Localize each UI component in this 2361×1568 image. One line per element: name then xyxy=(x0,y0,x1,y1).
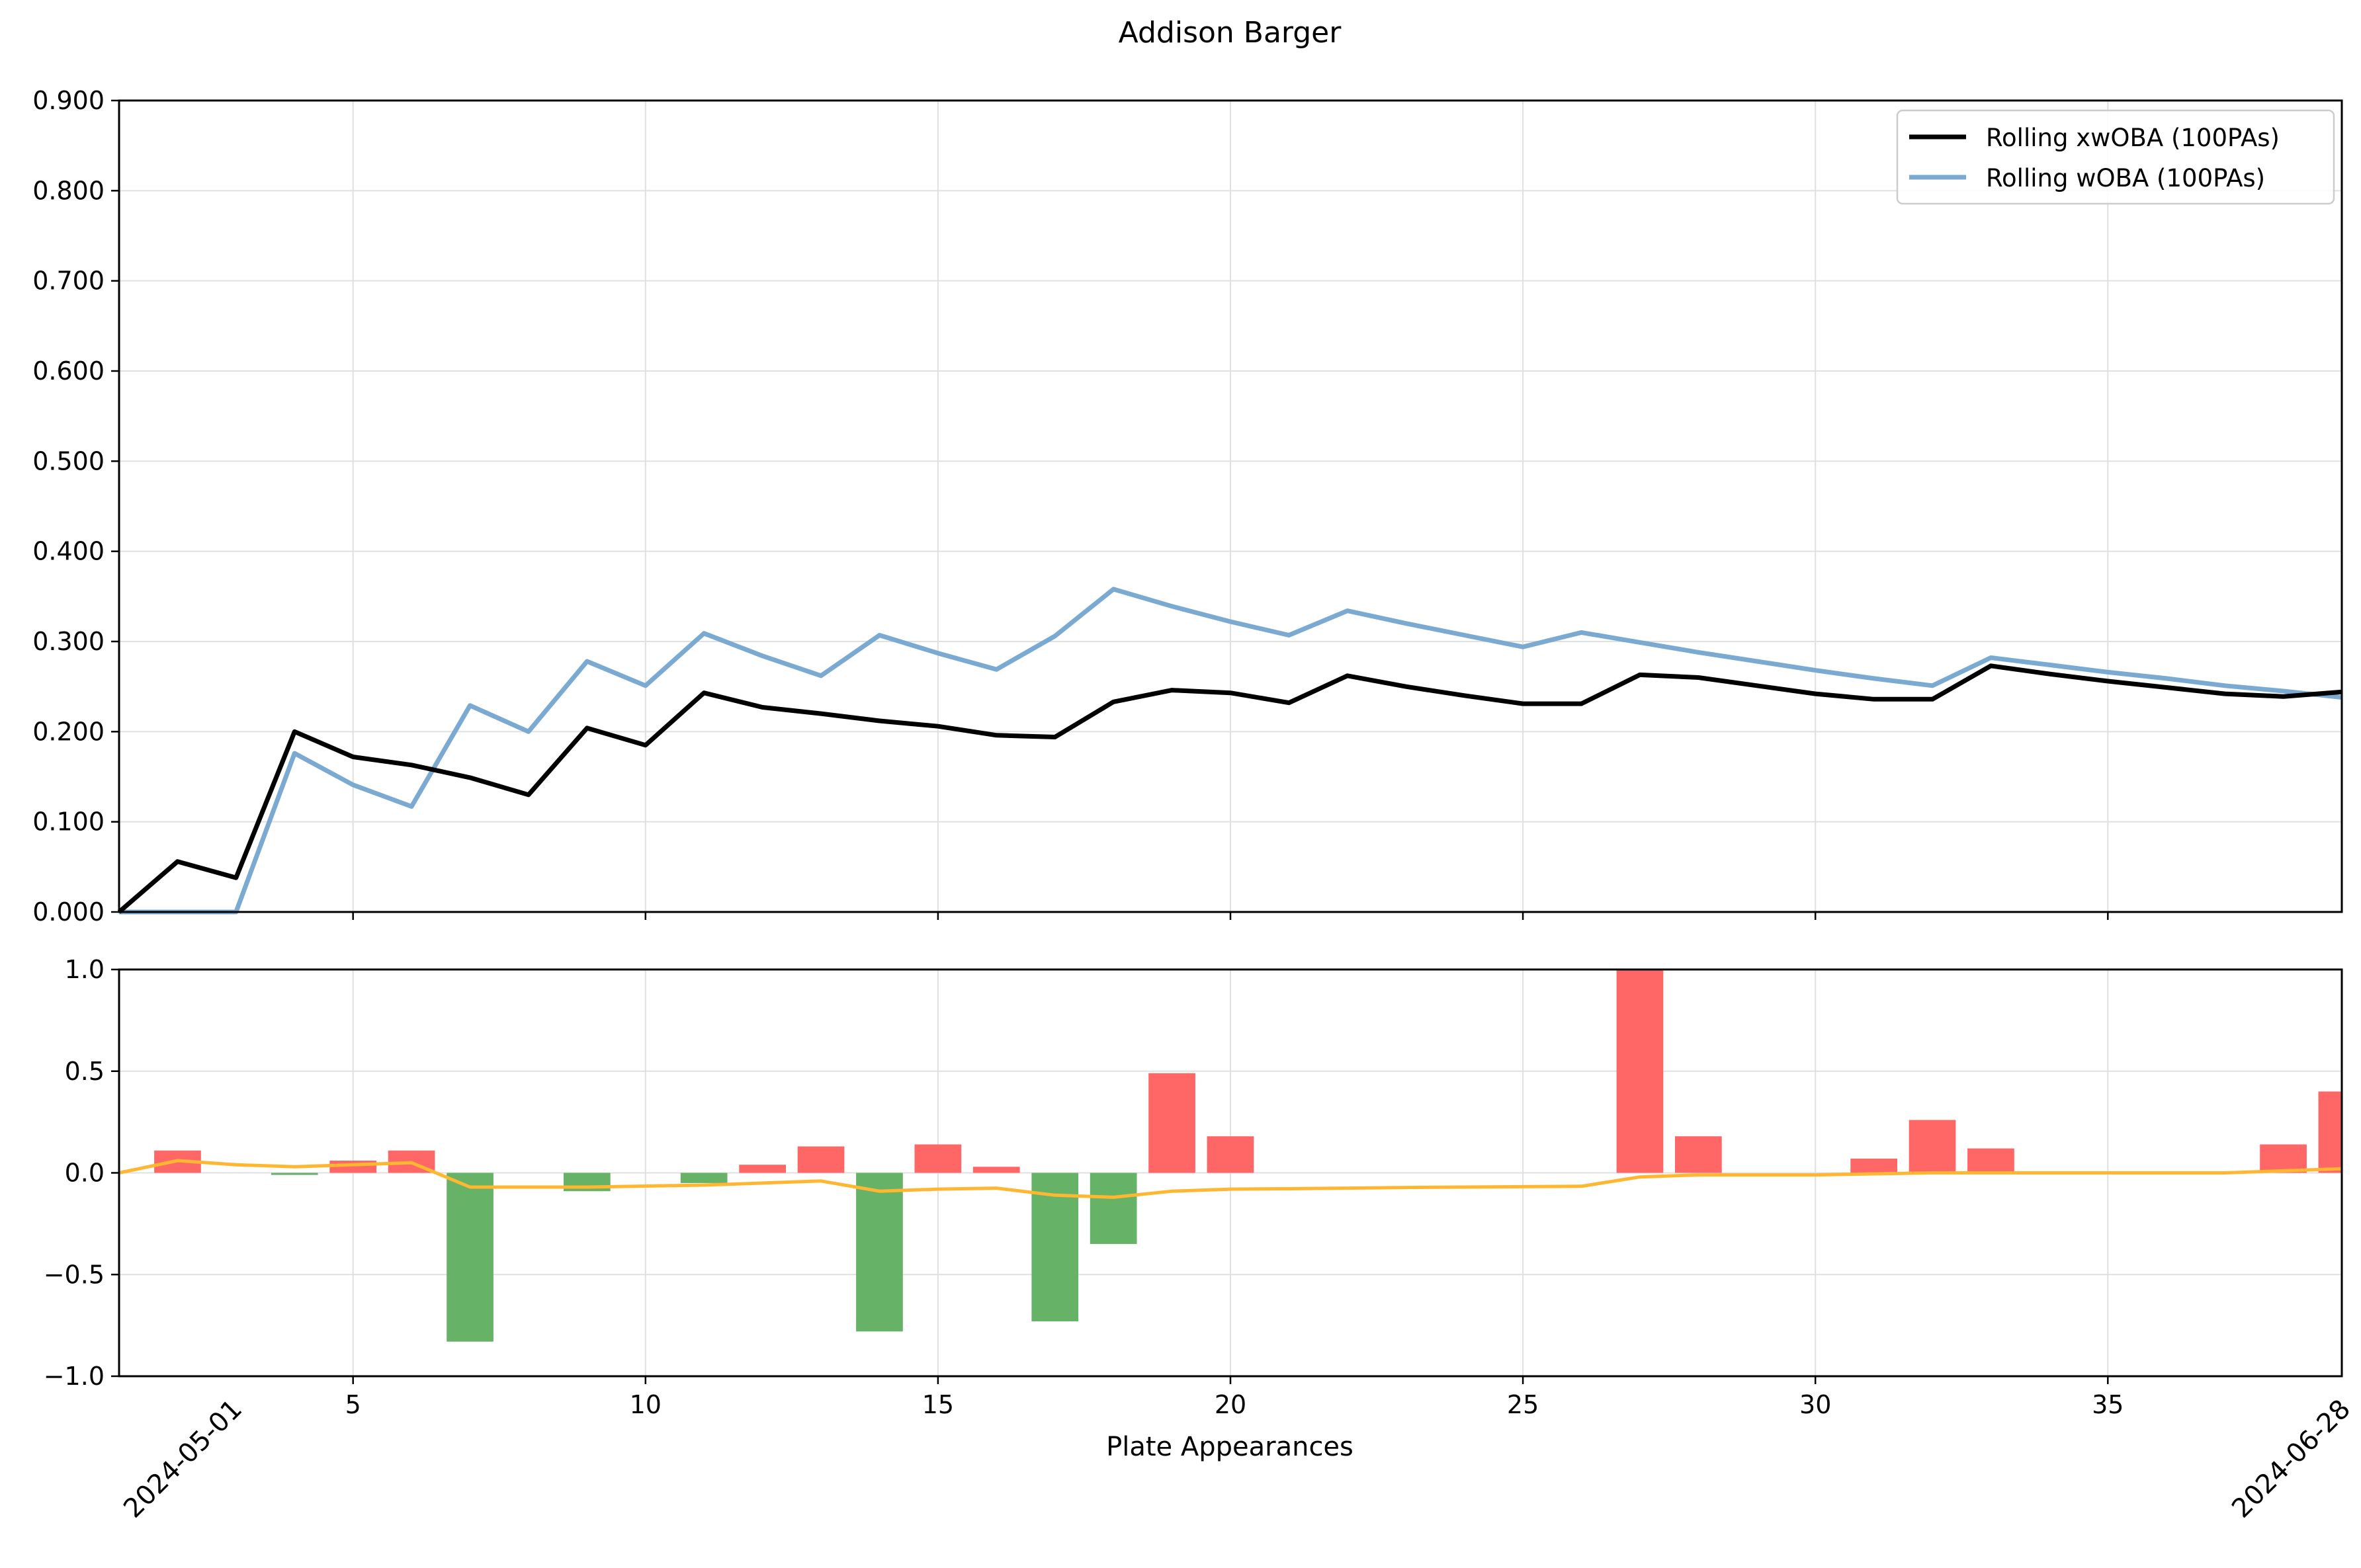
bottom-x-tick-label: 5 xyxy=(345,1390,361,1419)
legend-box xyxy=(1896,109,2335,205)
bar-positive xyxy=(1616,970,1664,1173)
top-y-tick-label: 0.000 xyxy=(32,897,105,927)
bottom-y-tick-label: 1.0 xyxy=(65,955,105,984)
series-line-xwoba xyxy=(117,663,2342,914)
bar-positive xyxy=(1675,1136,1722,1173)
bottom-panel-difference: −1.0 −0.5 0.0 0.5 1.0 5 10 15 20 25 30 35 Plate Ap… xyxy=(44,955,2343,1462)
bottom-plot-frame xyxy=(118,968,2343,1378)
bar-positive xyxy=(1148,1073,1195,1173)
bottom-bars xyxy=(154,970,2342,1342)
top-y-tick-label: 0.900 xyxy=(32,86,105,115)
top-y-tick-label: 0.100 xyxy=(32,807,105,837)
top-y-tick-label: 0.200 xyxy=(32,717,105,746)
bar-positive xyxy=(972,1167,1020,1173)
top-series-lines xyxy=(117,587,2342,915)
bottom-x-axis-ticks: 5 10 15 20 25 30 35 xyxy=(345,1376,2124,1419)
bottom-y-tick-label: 0.5 xyxy=(65,1057,105,1086)
bottom-y-axis-ticks: −1.0 −0.5 0.0 0.5 1.0 xyxy=(44,955,119,1391)
top-y-axis-ticks: 0.000 0.100 0.200 0.300 0.400 0.500 0.600 0.700… xyxy=(32,86,119,927)
bar-positive xyxy=(1909,1120,1956,1173)
bar-negative xyxy=(680,1173,728,1183)
bottom-x-tick-label: 25 xyxy=(1507,1390,1539,1419)
bar-positive xyxy=(739,1165,786,1173)
bottom-x-tick-label: 30 xyxy=(1799,1390,1831,1419)
bar-negative xyxy=(1090,1173,1137,1245)
top-y-tick-label: 0.800 xyxy=(32,176,105,205)
top-panel-rolling-woba: 0.000 0.100 0.200 0.300 0.400 0.500 0.600 0.700… xyxy=(32,86,2343,927)
top-y-tick-label: 0.600 xyxy=(32,356,105,386)
bar-positive xyxy=(1850,1159,1897,1173)
bottom-y-tick-label: −0.5 xyxy=(44,1260,105,1289)
top-y-tick-label: 0.300 xyxy=(32,627,105,656)
bottom-x-tick-label: 15 xyxy=(922,1390,954,1419)
top-plot-frame xyxy=(118,99,2343,913)
bottom-y-tick-label: −1.0 xyxy=(44,1362,105,1391)
bar-positive xyxy=(1207,1136,1254,1173)
legend: Rolling xwOBA (100PAs) Rolling wOBA (100… xyxy=(1896,109,2335,205)
bar-positive xyxy=(1967,1148,2014,1173)
bottom-trend-line xyxy=(118,1159,2342,1199)
series-line-woba xyxy=(119,587,2342,915)
bar-positive xyxy=(2318,1091,2342,1173)
bar-positive xyxy=(2260,1144,2307,1173)
bottom-y-tick-label: 0.0 xyxy=(65,1159,105,1188)
top-y-tick-label: 0.700 xyxy=(32,267,105,296)
legend-label-xwoba: Rolling xwOBA (100PAs) xyxy=(1986,124,2280,152)
bar-negative xyxy=(271,1173,318,1175)
x-axis-label: Plate Appearances xyxy=(1106,1432,1353,1462)
bar-positive xyxy=(797,1146,845,1173)
bottom-x-tick-label: 20 xyxy=(1215,1390,1246,1419)
bottom-x-tick-label: 10 xyxy=(630,1390,662,1419)
bar-negative xyxy=(1031,1173,1079,1321)
top-y-tick-label: 0.400 xyxy=(32,537,105,566)
bar-negative xyxy=(447,1173,494,1342)
bar-negative xyxy=(856,1173,903,1332)
bar-positive xyxy=(914,1144,962,1173)
bottom-x-tick-label: 35 xyxy=(2092,1390,2124,1419)
top-x-axis-ticks xyxy=(352,912,2109,920)
chart-title: Addison Barger xyxy=(1119,16,1342,50)
legend-label-woba: Rolling wOBA (100PAs) xyxy=(1986,164,2265,192)
trend-line xyxy=(118,1159,2342,1199)
top-y-tick-label: 0.500 xyxy=(32,446,105,475)
